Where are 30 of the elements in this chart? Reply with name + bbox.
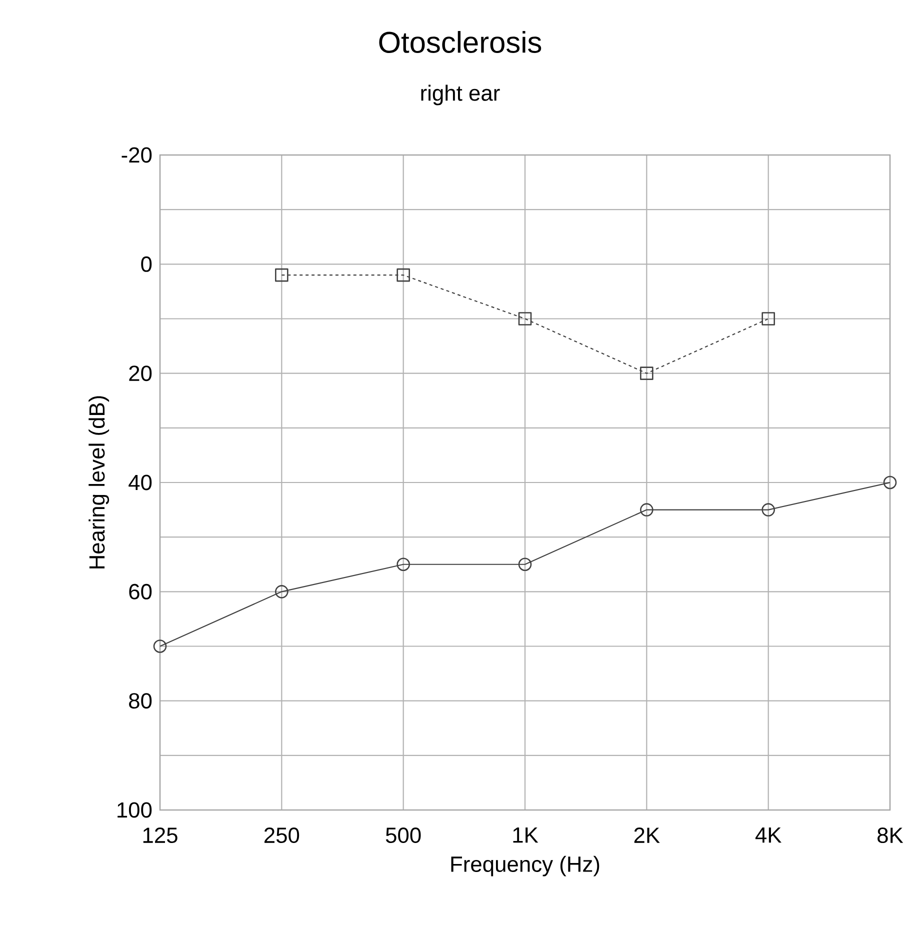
- point: [883, 476, 897, 490]
- y-tick-label: 20: [129, 366, 152, 382]
- point: [396, 558, 410, 572]
- chart-subtitle: right ear: [421, 84, 500, 106]
- point: [640, 366, 654, 380]
- x-tick-label: 500: [386, 828, 421, 844]
- y-tick-label: -20: [122, 147, 152, 163]
- y-tick-label: 100: [118, 802, 152, 818]
- x-tick-label: 125: [143, 828, 178, 844]
- x-tick-label: 250: [264, 828, 300, 844]
- point: [518, 312, 532, 326]
- point: [640, 503, 654, 516]
- point: [396, 268, 410, 282]
- x-tick-label: 4K: [755, 828, 782, 843]
- y-tick-label: 60: [129, 584, 152, 600]
- point: [275, 585, 288, 598]
- x-tick-label: 1K: [513, 828, 538, 843]
- x-tick-label: 2K: [634, 828, 660, 843]
- point: [518, 558, 532, 572]
- point: [762, 312, 775, 326]
- y-tick-label: 0: [141, 256, 152, 272]
- x-tick-label: 8K: [878, 828, 904, 844]
- y-tick-label: 80: [129, 693, 152, 709]
- point: [275, 268, 288, 282]
- point: [153, 640, 167, 653]
- y-tick-label: 40: [128, 474, 152, 490]
- point: [762, 503, 775, 516]
- chart-title: Otosclerosis: [379, 31, 542, 53]
- x-axis-title: Frequency (Hz): [451, 856, 600, 876]
- y-axis-title: Hearing level (dB): [88, 396, 110, 568]
